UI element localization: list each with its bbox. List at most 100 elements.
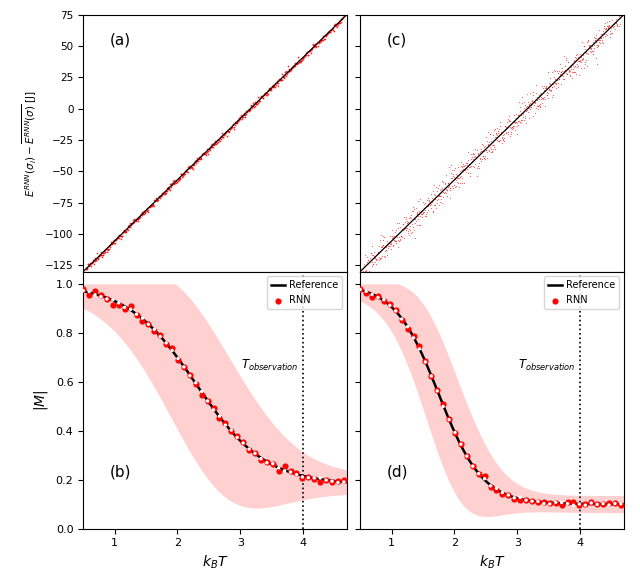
Point bbox=[426, 203, 436, 213]
RNN bbox=[125, 302, 136, 311]
RNN bbox=[385, 299, 395, 308]
Point bbox=[129, 217, 140, 226]
Point bbox=[196, 150, 207, 160]
Point bbox=[183, 163, 193, 172]
Point bbox=[302, 48, 312, 57]
Point bbox=[563, 64, 573, 74]
Point bbox=[141, 206, 151, 215]
Point bbox=[408, 203, 418, 212]
RNN bbox=[96, 290, 106, 299]
Point bbox=[475, 154, 485, 163]
Point bbox=[316, 37, 326, 46]
Point bbox=[563, 499, 573, 508]
Point bbox=[428, 186, 438, 195]
Point bbox=[161, 188, 172, 198]
Point bbox=[416, 209, 426, 218]
Point bbox=[403, 227, 413, 236]
Point bbox=[492, 483, 502, 493]
Point bbox=[604, 21, 614, 30]
Point bbox=[404, 230, 415, 239]
Point bbox=[471, 152, 481, 162]
Point bbox=[610, 499, 620, 508]
Point bbox=[602, 30, 612, 40]
RNN bbox=[250, 448, 260, 457]
Point bbox=[490, 145, 500, 154]
Point bbox=[516, 99, 527, 108]
Point bbox=[390, 236, 400, 246]
Point bbox=[410, 211, 420, 221]
Point bbox=[457, 174, 467, 183]
Point bbox=[558, 71, 568, 80]
Point bbox=[273, 74, 284, 84]
Point bbox=[442, 185, 452, 195]
Point bbox=[607, 15, 617, 24]
RNN bbox=[468, 462, 478, 471]
Point bbox=[484, 129, 495, 138]
Point bbox=[367, 262, 377, 271]
Point bbox=[184, 164, 194, 173]
RNN bbox=[155, 330, 165, 339]
Point bbox=[382, 236, 392, 246]
Point bbox=[291, 59, 301, 69]
Point bbox=[88, 256, 98, 265]
Point bbox=[385, 239, 396, 249]
Point bbox=[589, 33, 599, 42]
RNN bbox=[339, 475, 349, 484]
Point bbox=[127, 218, 137, 227]
Point bbox=[589, 41, 599, 50]
Point bbox=[488, 141, 499, 150]
Point bbox=[383, 241, 393, 250]
RNN bbox=[539, 497, 549, 507]
Point bbox=[448, 172, 458, 181]
Point bbox=[106, 240, 116, 249]
Point bbox=[275, 76, 285, 85]
Point bbox=[369, 250, 379, 260]
Point bbox=[362, 252, 372, 261]
Point bbox=[372, 249, 383, 259]
Point bbox=[531, 81, 541, 90]
Point bbox=[477, 154, 487, 163]
Point bbox=[430, 191, 440, 200]
Point bbox=[579, 42, 589, 51]
Point bbox=[406, 214, 416, 223]
Point bbox=[214, 136, 225, 145]
Point bbox=[303, 47, 314, 56]
Point bbox=[363, 255, 373, 264]
Point bbox=[156, 191, 166, 200]
Point bbox=[376, 253, 386, 262]
Point bbox=[496, 128, 506, 137]
X-axis label: $\mathrm{E}(\sigma_i) - \overline{E(\sigma)}\ [\mathrm{J}]$: $\mathrm{E}(\sigma_i) - \overline{E(\sig… bbox=[453, 294, 531, 311]
Point bbox=[488, 131, 498, 140]
Point bbox=[483, 140, 493, 149]
Point bbox=[429, 200, 439, 210]
Point bbox=[218, 132, 228, 141]
Point bbox=[433, 191, 443, 200]
Point bbox=[547, 83, 557, 92]
Point bbox=[211, 136, 221, 145]
Point bbox=[615, 13, 625, 22]
Point bbox=[451, 170, 461, 179]
Point bbox=[494, 124, 504, 133]
RNN bbox=[420, 356, 431, 365]
Point bbox=[458, 161, 468, 170]
Point bbox=[143, 207, 153, 217]
Point bbox=[566, 59, 577, 69]
Point bbox=[214, 135, 224, 145]
Point bbox=[527, 497, 537, 506]
Point bbox=[323, 27, 333, 37]
Reference bbox=[390, 306, 398, 313]
Point bbox=[260, 89, 270, 98]
Point bbox=[605, 27, 616, 36]
Point bbox=[175, 174, 185, 183]
Point bbox=[376, 231, 387, 240]
Point bbox=[122, 224, 132, 234]
RNN bbox=[568, 498, 579, 507]
Point bbox=[281, 67, 291, 76]
Point bbox=[365, 248, 376, 257]
Point bbox=[540, 84, 550, 93]
Point bbox=[144, 202, 154, 211]
Point bbox=[550, 83, 561, 92]
Text: (d): (d) bbox=[387, 464, 408, 479]
Point bbox=[570, 52, 580, 62]
Point bbox=[449, 166, 459, 175]
